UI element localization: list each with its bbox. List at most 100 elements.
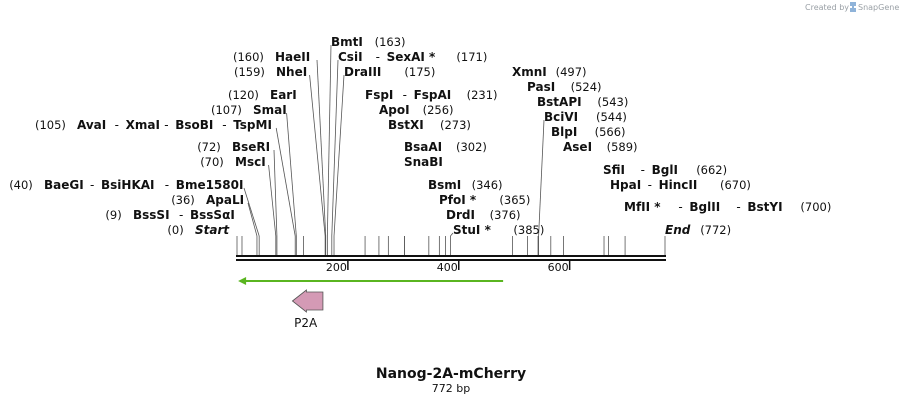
cut-site-bmti[interactable]: BmtI (163) <box>331 35 406 49</box>
credit-text: Created by <box>805 3 849 12</box>
site-isoschizomer: FspAI <box>414 88 452 102</box>
cut-site-mfii[interactable]: MfII * - BglII - BstYI (700) <box>624 200 831 214</box>
site-name: BaeGI <box>44 178 84 192</box>
site-name: PfoI * <box>439 193 477 207</box>
cut-site-csii[interactable]: CsiI - SexAI * (171) <box>338 50 487 64</box>
cut-site-leader <box>268 164 277 237</box>
cut-site-lines <box>236 44 666 255</box>
ruler-tick-label: 200 <box>326 261 347 274</box>
site-name: BstAPI <box>537 95 582 109</box>
cut-site-leader <box>286 112 297 237</box>
site-position: (160) <box>233 50 264 64</box>
cut-site-end[interactable]: End (772) <box>665 223 731 237</box>
site-separator: - <box>678 200 682 214</box>
site-isoschizomer: BstYI <box>747 200 782 214</box>
site-name: BciVI <box>544 110 578 124</box>
site-name: FspI <box>365 88 393 102</box>
cut-site-bseri[interactable]: (72) BseRI <box>197 140 270 154</box>
site-position: (36) <box>171 193 195 207</box>
cut-site-leader <box>275 127 296 237</box>
cut-site-haeii[interactable]: (160) HaeII <box>233 50 310 64</box>
cut-site-apali[interactable]: (36) ApaLI <box>171 193 244 207</box>
site-position: (120) <box>228 88 259 102</box>
site-position: (670) <box>720 178 751 192</box>
sequence-length: 772 bp <box>432 382 470 395</box>
site-position: (385) <box>513 223 544 237</box>
site-position: (544) <box>596 110 627 124</box>
cut-site-drdi[interactable]: DrdI (376) <box>446 208 521 222</box>
site-name: BseRI <box>232 140 270 154</box>
site-position: (524) <box>571 80 602 94</box>
cut-site-fspi[interactable]: FspI - FspAI (231) <box>365 88 498 102</box>
site-position: (175) <box>404 65 435 79</box>
site-isoschizomer: HincII <box>659 178 698 192</box>
cut-site-leader <box>273 149 278 237</box>
cut-site-apoi[interactable]: ApoI (256) <box>379 103 454 117</box>
ruler-tick-label: 400 <box>437 261 458 274</box>
site-isoschizomer: Bme1580I <box>176 178 244 192</box>
cut-site-baegi[interactable]: (40) BaeGI - BsiHKAI - Bme1580I <box>9 178 243 192</box>
site-position: (273) <box>440 118 471 132</box>
site-name: SfiI <box>603 163 625 177</box>
site-name: XmnI <box>512 65 547 79</box>
site-name: MscI <box>235 155 266 169</box>
snapgene-credit: Created by SnapGene <box>805 2 899 12</box>
site-name: End <box>665 223 691 237</box>
site-separator: - <box>164 118 168 132</box>
cut-site-bstxi[interactable]: BstXI (273) <box>388 118 471 132</box>
cut-site-bsssi[interactable]: (9) BssSI - BssSαI <box>105 208 234 222</box>
site-position: (105) <box>35 118 66 132</box>
cut-site-leader <box>450 232 454 237</box>
cut-site-avai[interactable]: (105) AvaI - XmaI - BsoBI - TspMI <box>35 118 272 132</box>
cut-site-eari[interactable]: (120) EarI <box>228 88 297 102</box>
cut-site-bstapi[interactable]: BstAPI (543) <box>537 95 628 109</box>
site-position: (163) <box>375 35 406 49</box>
site-position: (376) <box>490 208 521 222</box>
cut-site-snabi[interactable]: SnaBI <box>404 155 443 169</box>
cut-site-asei[interactable]: AseI (589) <box>563 140 638 154</box>
cut-site-xmni[interactable]: XmnI (497) <box>512 65 587 79</box>
site-name: ApoI <box>379 103 410 117</box>
site-separator: - <box>648 178 652 192</box>
cut-site-leader <box>331 59 339 237</box>
site-position: (497) <box>556 65 587 79</box>
cut-site-leader <box>538 119 545 237</box>
site-name: HaeII <box>275 50 310 64</box>
cut-site-blpi[interactable]: BlpI (566) <box>551 125 626 139</box>
cut-site-hpai[interactable]: HpaI - HincII (670) <box>610 178 751 192</box>
site-name: AseI <box>563 140 592 154</box>
cut-site-leader <box>316 59 327 237</box>
site-name: BlpI <box>551 125 577 139</box>
site-position: (171) <box>456 50 487 64</box>
site-separator: - <box>641 163 645 177</box>
cut-site-bcivi[interactable]: BciVI (544) <box>544 110 627 124</box>
feature-p2a[interactable]: P2A <box>291 289 324 330</box>
site-position: (9) <box>105 208 121 222</box>
cut-site-msci[interactable]: (70) MscI <box>200 155 265 169</box>
cut-site-nhei[interactable]: (159) NheI <box>234 65 307 79</box>
cut-site-sfii[interactable]: SfiI - BglI (662) <box>603 163 727 177</box>
site-name: SmaI <box>253 103 287 117</box>
cut-site-stui[interactable]: StuI * (385) <box>453 223 544 237</box>
site-name: BstXI <box>388 118 424 132</box>
site-position: (346) <box>472 178 503 192</box>
cut-site-start[interactable]: (0) Start <box>167 223 230 237</box>
site-position: (543) <box>597 95 628 109</box>
site-position: (231) <box>467 88 498 102</box>
cut-site-bsmi[interactable]: BsmI (346) <box>428 178 503 192</box>
sequence-title: Nanog-2A-mCherry <box>376 366 526 382</box>
site-name: ApaLI <box>206 193 244 207</box>
cut-site-bsaai[interactable]: BsaAI (302) <box>404 140 487 154</box>
site-position: (40) <box>9 178 33 192</box>
feature-label: P2A <box>294 316 318 330</box>
cut-site-pasi[interactable]: PasI (524) <box>527 80 602 94</box>
site-name: NheI <box>276 65 307 79</box>
site-name: AvaI <box>77 118 106 132</box>
cut-site-smai[interactable]: (107) SmaI <box>211 103 287 117</box>
site-position: (107) <box>211 103 242 117</box>
cut-site-pfoi[interactable]: PfoI * (365) <box>439 193 530 207</box>
cut-site-draiii[interactable]: DraIII (175) <box>344 65 435 79</box>
site-position: (700) <box>800 200 831 214</box>
site-isoschizomer: BsoBI <box>175 118 213 132</box>
